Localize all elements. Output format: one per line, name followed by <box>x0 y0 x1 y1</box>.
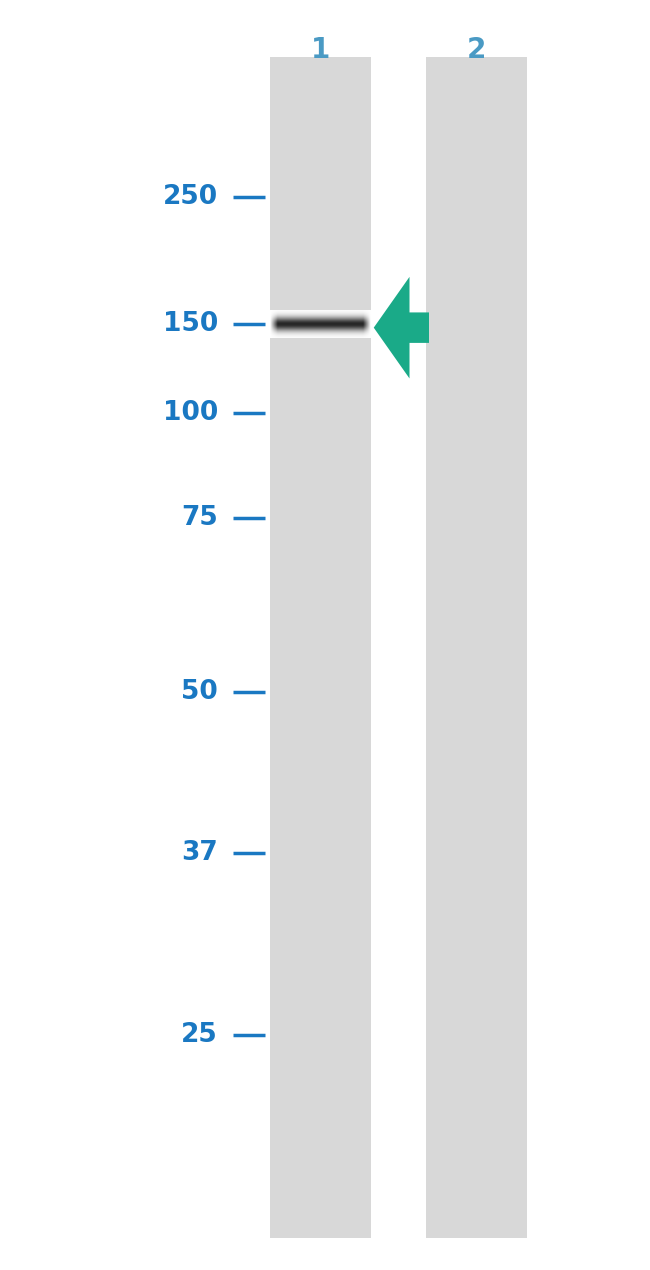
Bar <box>270 57 370 1238</box>
Text: 75: 75 <box>181 505 218 531</box>
Text: 50: 50 <box>181 679 218 705</box>
Text: 100: 100 <box>162 400 218 425</box>
Bar <box>426 57 526 1238</box>
Text: 1: 1 <box>311 36 330 64</box>
Polygon shape <box>374 277 429 378</box>
Text: 150: 150 <box>162 311 218 337</box>
Text: 250: 250 <box>162 184 218 210</box>
Text: 25: 25 <box>181 1022 218 1048</box>
Text: 37: 37 <box>181 841 218 866</box>
Text: 2: 2 <box>467 36 486 64</box>
